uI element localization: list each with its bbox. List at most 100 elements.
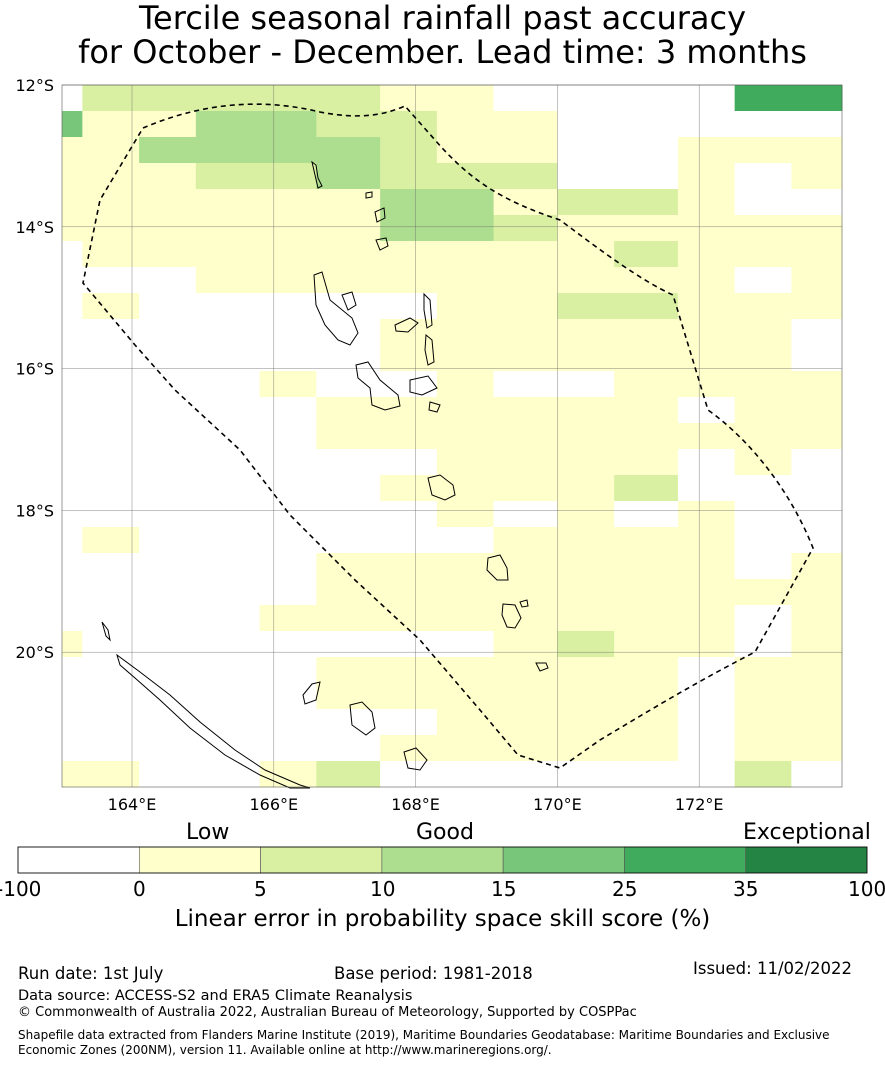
grid-cell: [195, 605, 261, 632]
grid-cell: [380, 449, 438, 476]
grid-cell: [259, 111, 317, 138]
grid-cell: [316, 215, 381, 242]
grid-cell: [734, 345, 792, 372]
grid-cell: [82, 163, 140, 190]
grid-cell: [62, 709, 83, 736]
colorbar-tick: 25: [612, 877, 638, 901]
lon-label: 168°E: [391, 795, 440, 814]
grid-cell: [195, 709, 261, 736]
grid-cell: [259, 163, 317, 190]
grid-cell: [557, 475, 615, 502]
grid-cell: [791, 397, 843, 424]
grid-cell: [493, 163, 558, 190]
grid-cell: [82, 527, 140, 554]
lat-label: 14°S: [15, 218, 54, 237]
grid-cell: [82, 449, 140, 476]
grid-cell: [139, 631, 197, 658]
grid-cell: [139, 267, 197, 294]
shapefile-credit-2: Economic Zones (200NM), version 11. Avai…: [18, 1043, 552, 1057]
grid-cell: [195, 527, 261, 554]
grid-cell: [791, 163, 843, 190]
grid-cell: [316, 267, 381, 294]
grid-cell: [259, 657, 317, 684]
grid-cell: [195, 449, 261, 476]
colorbar-frame: [17, 846, 868, 874]
grid-cell: [380, 605, 438, 632]
grid-cell: [259, 137, 317, 164]
grid-cell: [259, 683, 317, 710]
island-maewo: [423, 292, 433, 329]
grid-cell: [734, 111, 792, 138]
grid-cell: [677, 553, 736, 580]
grid-cell: [614, 657, 679, 684]
grid-cell: [677, 605, 736, 632]
longitude-labels: 164°E 166°E 168°E 170°E 172°E: [108, 795, 724, 814]
grid-cell: [614, 423, 679, 450]
grid-cell: [316, 371, 381, 398]
grid-cell: [493, 761, 558, 788]
grid-cell: [195, 111, 261, 138]
grid-cell: [677, 683, 736, 710]
grid-cell: [380, 553, 438, 580]
grid-cell: [557, 267, 615, 294]
island-gaua: [374, 207, 386, 223]
grid-cell: [436, 553, 495, 580]
island-erromango: [486, 554, 509, 581]
lon-label: 164°E: [108, 795, 157, 814]
grid-cell: [62, 501, 83, 528]
island-belep: [101, 621, 111, 642]
grid-cell: [62, 761, 83, 788]
grid-cell: [677, 761, 736, 788]
grid-cell: [734, 631, 792, 658]
grid-cell: [380, 85, 438, 112]
grid-cell: [259, 189, 317, 216]
grid-cell: [195, 293, 261, 320]
colorbar-segment: [502, 846, 625, 874]
grid-cell: [316, 735, 381, 762]
colorbar-tick: 10: [370, 877, 396, 901]
grid-cell: [139, 85, 197, 112]
grid-cell: [791, 345, 843, 372]
grid-cell: [677, 111, 736, 138]
grid-cell: [259, 735, 317, 762]
grid-cell: [316, 319, 381, 346]
grid-cell: [316, 553, 381, 580]
colorbar-segment: [745, 846, 868, 874]
grid-cell: [436, 709, 495, 736]
grid-cell: [62, 189, 83, 216]
grid-cell: [791, 735, 843, 762]
grid-cell: [614, 631, 679, 658]
island-malekula: [355, 361, 401, 411]
grid-cell: [677, 527, 736, 554]
grid-cell: [82, 397, 140, 424]
grid-cell: [139, 319, 197, 346]
grid-cell: [677, 709, 736, 736]
grid-cell: [316, 163, 381, 190]
grid-cell: [791, 267, 843, 294]
grid-cell: [62, 111, 83, 138]
grid-cell: [677, 501, 736, 528]
grid-cell: [677, 267, 736, 294]
grid-cell: [614, 553, 679, 580]
grid-cell: [436, 735, 495, 762]
grid-cell: [614, 371, 679, 398]
grid-cell: [259, 215, 317, 242]
grid-cell: [436, 683, 495, 710]
grid-cell: [139, 241, 197, 268]
grid-cell: [259, 709, 317, 736]
grid-cell: [195, 501, 261, 528]
colorbar-label: Linear error in probability space skill …: [174, 906, 711, 932]
grid-cell: [62, 631, 83, 658]
grid-cell: [734, 735, 792, 762]
colorbar-segment: [260, 846, 383, 874]
grid-cell: [195, 761, 261, 788]
grid-cell: [259, 475, 317, 502]
grid-cell: [734, 85, 792, 112]
category-exceptional: Exceptional: [743, 820, 871, 845]
grid-cell: [734, 657, 792, 684]
grid-cell: [791, 579, 843, 606]
grid-cell: [195, 163, 261, 190]
grid-cell: [82, 683, 140, 710]
grid-cell: [677, 371, 736, 398]
grid-cell: [259, 423, 317, 450]
